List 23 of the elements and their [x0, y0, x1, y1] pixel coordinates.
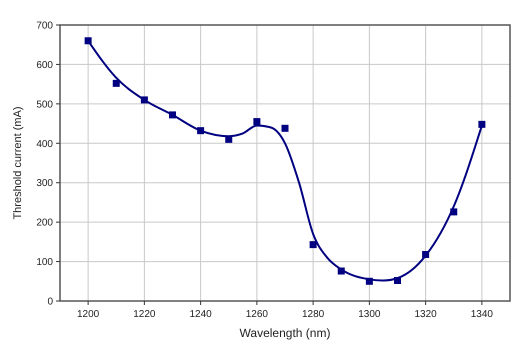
x-axis-title: Wavelength (nm): [240, 326, 330, 340]
y-tick-label: 500: [36, 99, 54, 110]
x-tick-label: 1340: [470, 309, 494, 320]
x-tick-label: 1300: [358, 309, 381, 320]
x-tick-label: 1260: [246, 309, 268, 320]
point: [478, 120, 486, 128]
x-tick-label: 1200: [77, 309, 100, 320]
x-tick-label: 1320: [414, 309, 438, 320]
y-tick-label: 600: [36, 60, 54, 71]
y-tick-label: 700: [36, 20, 54, 32]
y-tick-label: 200: [36, 218, 54, 229]
point: [310, 241, 317, 248]
x-tick-label: 1280: [302, 309, 325, 320]
point: [282, 124, 288, 132]
y-tick-label: 100: [36, 257, 54, 268]
x-tick-label: 1220: [133, 309, 156, 320]
y-tick-label: 0: [47, 296, 54, 308]
point: [112, 80, 120, 87]
y-tick-label: 300: [36, 178, 54, 190]
y-axis-title: Threshold current (mA): [12, 106, 24, 220]
point: [253, 118, 260, 126]
x-tick-label: 1240: [190, 309, 212, 320]
y-tick-label: 400: [36, 138, 54, 150]
